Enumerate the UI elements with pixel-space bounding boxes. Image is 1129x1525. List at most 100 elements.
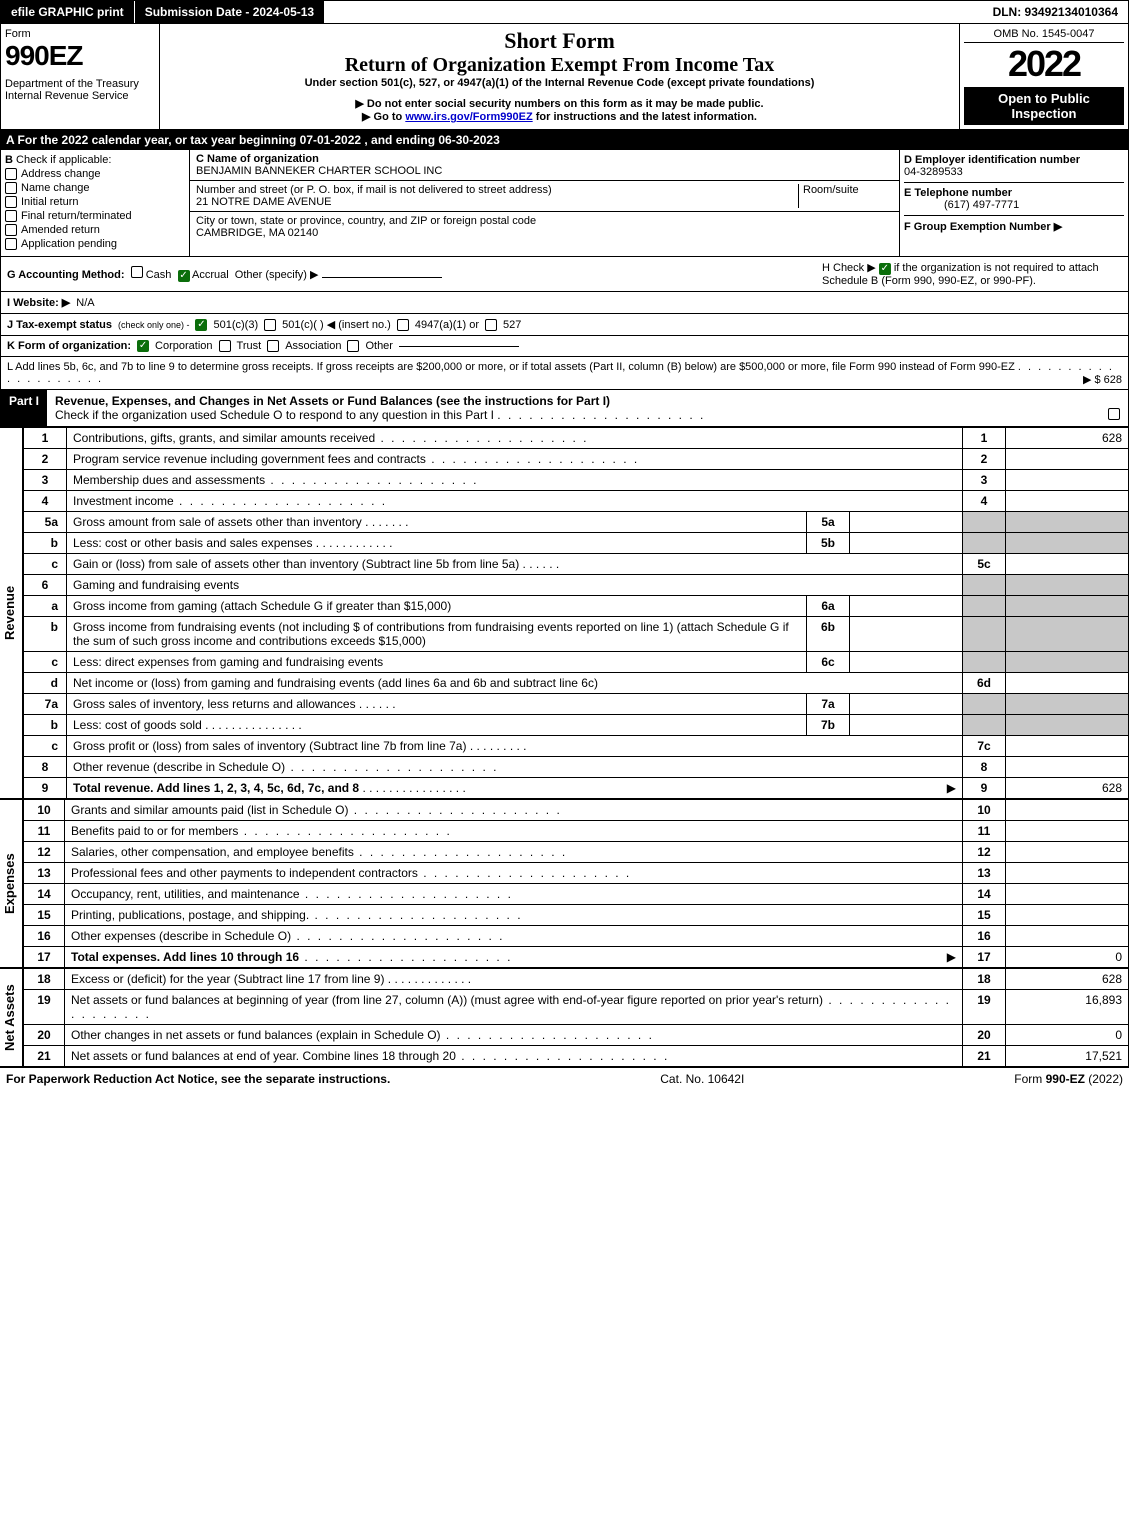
line-14: 14Occupancy, rent, utilities, and mainte…	[24, 884, 1129, 905]
501c-checkbox[interactable]	[264, 319, 276, 331]
dln-label: DLN: 93492134010364	[983, 1, 1128, 23]
addr-change-label: Address change	[21, 168, 101, 180]
501c3-checkbox[interactable]: ✓	[195, 319, 207, 331]
line-11: 11Benefits paid to or for members11	[24, 821, 1129, 842]
netassets-side-label: Net Assets	[0, 968, 23, 1067]
amended-return-checkbox[interactable]	[5, 224, 17, 236]
goto-link[interactable]: www.irs.gov/Form990EZ	[405, 111, 532, 123]
col-c: C Name of organization BENJAMIN BANNEKER…	[190, 150, 900, 256]
line-1-desc: Contributions, gifts, grants, and simila…	[73, 431, 375, 445]
line-21-val: 17,521	[1006, 1046, 1129, 1067]
trust-label: Trust	[237, 340, 262, 352]
line-8: 8Other revenue (describe in Schedule O)8	[24, 757, 1129, 778]
line-7b: bLess: cost of goods sold . . . . . . . …	[24, 715, 1129, 736]
initial-return-checkbox[interactable]	[5, 196, 17, 208]
d-label: D Employer identification number	[904, 154, 1080, 166]
line-3-desc: Membership dues and assessments	[73, 473, 265, 487]
line-6-desc: Gaming and fundraising events	[73, 578, 239, 592]
line-19: 19Net assets or fund balances at beginni…	[24, 990, 1129, 1025]
line-7b-desc: Less: cost of goods sold	[73, 718, 202, 732]
col-b: B Check if applicable: Address change Na…	[1, 150, 190, 256]
line-1: 1Contributions, gifts, grants, and simil…	[24, 428, 1129, 449]
accrual-checkbox[interactable]: ✓	[178, 270, 190, 282]
name-change-checkbox[interactable]	[5, 182, 17, 194]
line-5a-desc: Gross amount from sale of assets other t…	[73, 515, 362, 529]
cat-no: Cat. No. 10642I	[660, 1072, 744, 1086]
line-4-val	[1006, 491, 1129, 512]
line-18-val: 628	[1006, 969, 1129, 990]
line-3: 3Membership dues and assessments3	[24, 470, 1129, 491]
row-j: J Tax-exempt status (check only one) - ✓…	[0, 314, 1129, 336]
header-left: Form 990EZ Department of the Treasury In…	[1, 24, 160, 129]
line-9-desc: Total revenue. Add lines 1, 2, 3, 4, 5c,…	[73, 781, 359, 795]
efile-print-button[interactable]: efile GRAPHIC print	[1, 1, 135, 23]
k-label: K Form of organization:	[7, 340, 131, 352]
revenue-side-label: Revenue	[0, 427, 23, 799]
cash-checkbox[interactable]	[131, 266, 143, 278]
final-return-checkbox[interactable]	[5, 210, 17, 222]
app-pending-label: Application pending	[21, 238, 117, 250]
corp-checkbox[interactable]: ✓	[137, 340, 149, 352]
line-10: 10Grants and similar amounts paid (list …	[24, 800, 1129, 821]
city-value: CAMBRIDGE, MA 02140	[196, 227, 318, 239]
dept-label: Department of the Treasury	[5, 78, 155, 90]
line-11-desc: Benefits paid to or for members	[71, 824, 238, 838]
h-label: H Check ▶	[822, 262, 876, 274]
line-21: 21Net assets or fund balances at end of …	[24, 1046, 1129, 1067]
omb-label: OMB No. 1545-0047	[964, 28, 1124, 43]
line-5b: bLess: cost or other basis and sales exp…	[24, 533, 1129, 554]
form-ref: Form 990-EZ (2022)	[1014, 1072, 1123, 1086]
line-13-desc: Professional fees and other payments to …	[71, 866, 418, 880]
line-7a-mid: 7a	[807, 694, 850, 715]
line-16: 16Other expenses (describe in Schedule O…	[24, 926, 1129, 947]
4947-checkbox[interactable]	[397, 319, 409, 331]
trust-checkbox[interactable]	[219, 340, 231, 352]
line-7c-desc: Gross profit or (loss) from sales of inv…	[73, 739, 466, 753]
expenses-table: 10Grants and similar amounts paid (list …	[23, 799, 1129, 968]
expenses-section: Expenses 10Grants and similar amounts pa…	[0, 799, 1129, 968]
line-8-desc: Other revenue (describe in Schedule O)	[73, 760, 285, 774]
line-11-val	[1006, 821, 1129, 842]
netassets-section: Net Assets 18Excess or (deficit) for the…	[0, 968, 1129, 1067]
line-6b: bGross income from fundraising events (n…	[24, 617, 1129, 652]
line-5c-val	[1006, 554, 1129, 575]
i-label: I Website: ▶	[7, 296, 70, 309]
line-6a: aGross income from gaming (attach Schedu…	[24, 596, 1129, 617]
line-13: 13Professional fees and other payments t…	[24, 863, 1129, 884]
line-2: 2Program service revenue including gover…	[24, 449, 1129, 470]
527-checkbox[interactable]	[485, 319, 497, 331]
return-title: Return of Organization Exempt From Incom…	[164, 54, 955, 77]
part1-header-row: Part I Revenue, Expenses, and Changes in…	[0, 390, 1129, 427]
info-grid: B Check if applicable: Address change Na…	[0, 150, 1129, 257]
line-7a: 7aGross sales of inventory, less returns…	[24, 694, 1129, 715]
goto-text: ▶ Go to www.irs.gov/Form990EZ for instru…	[164, 110, 955, 123]
other-org-checkbox[interactable]	[347, 340, 359, 352]
line-14-desc: Occupancy, rent, utilities, and maintena…	[71, 887, 300, 901]
irs-label: Internal Revenue Service	[5, 90, 155, 102]
city-label: City or town, state or province, country…	[196, 215, 536, 227]
no-ssn-text: ▶ Do not enter social security numbers o…	[164, 97, 955, 110]
addr-change-checkbox[interactable]	[5, 168, 17, 180]
h-checkbox[interactable]: ✓	[879, 263, 891, 275]
line-6d-val	[1006, 673, 1129, 694]
topbar: efile GRAPHIC print Submission Date - 20…	[0, 0, 1129, 24]
line-5b-mid: 5b	[807, 533, 850, 554]
line-5c: cGain or (loss) from sale of assets othe…	[24, 554, 1129, 575]
line-15-val	[1006, 905, 1129, 926]
line-12-desc: Salaries, other compensation, and employ…	[71, 845, 354, 859]
open-inspection-badge: Open to Public Inspection	[964, 87, 1124, 125]
line-13-val	[1006, 863, 1129, 884]
line-20-desc: Other changes in net assets or fund bala…	[71, 1028, 441, 1042]
name-change-label: Name change	[21, 182, 90, 194]
revenue-section: Revenue 1Contributions, gifts, grants, a…	[0, 427, 1129, 799]
netassets-table: 18Excess or (deficit) for the year (Subt…	[23, 968, 1129, 1067]
part1-schedo-checkbox[interactable]	[1108, 408, 1120, 420]
app-pending-checkbox[interactable]	[5, 238, 17, 250]
e-label: E Telephone number	[904, 187, 1012, 199]
j-label: J Tax-exempt status	[7, 319, 112, 331]
c-name-label: C Name of organization	[196, 153, 319, 165]
ein-value: 04-3289533	[904, 166, 963, 178]
4947-label: 4947(a)(1) or	[415, 319, 479, 331]
assoc-checkbox[interactable]	[267, 340, 279, 352]
accrual-label: Accrual	[192, 269, 229, 281]
